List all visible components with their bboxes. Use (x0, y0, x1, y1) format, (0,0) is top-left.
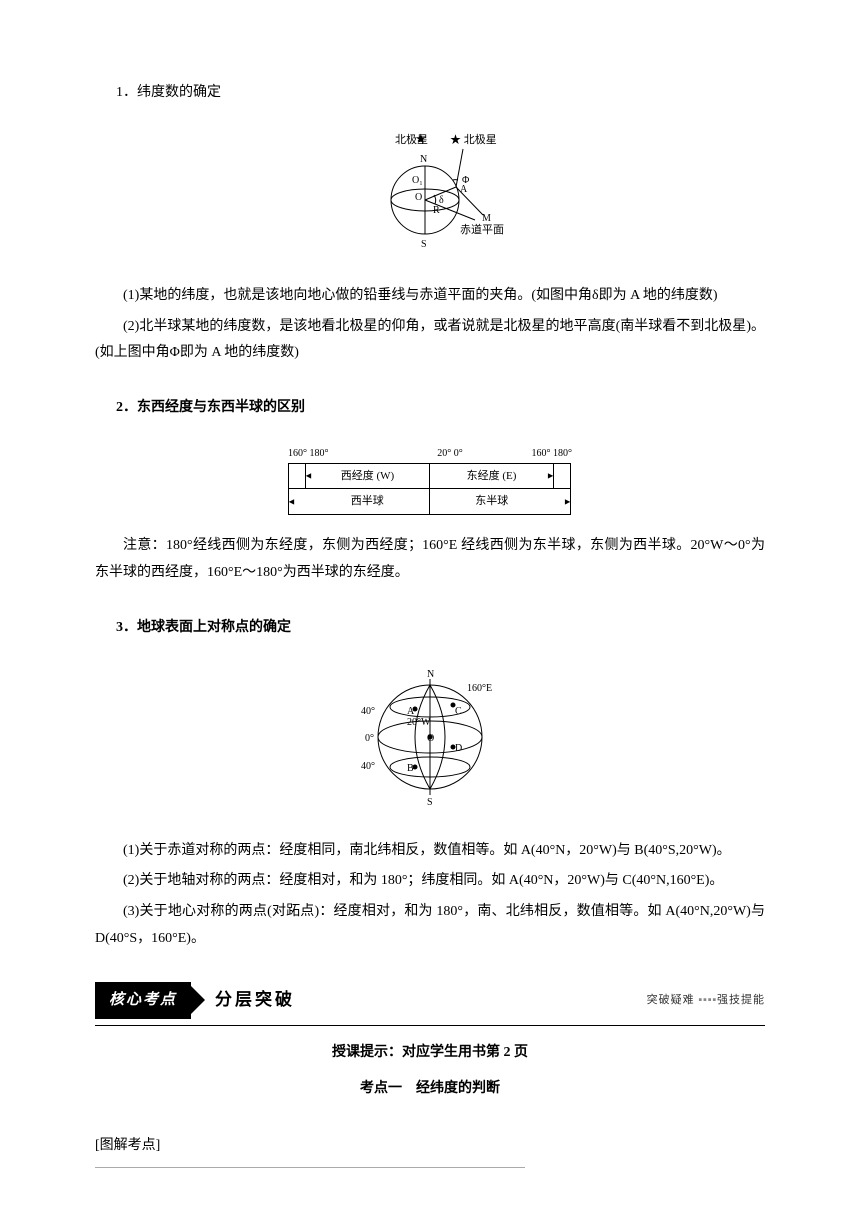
latitude-globe-svg: 北极星★ ★ 北极星 N O₁ Φ A O δ R M S 赤道平面 (355, 125, 505, 255)
section3-heading: 3．地球表面上对称点的确定 (95, 615, 765, 642)
ticks-left: 160° 180° (288, 444, 338, 463)
svg-text:δ: δ (439, 195, 444, 206)
section3-figure: N 160°E 40° 0° 40° 20°W A C O D B S (95, 659, 765, 820)
banner-right-a: 突破疑难 (647, 994, 695, 1006)
section2-heading: 2．东西经度与东西半球的区别 (95, 395, 765, 422)
banner-arrow-icon (191, 986, 205, 1014)
svg-text:M: M (482, 213, 491, 224)
core-points-banner: 核心考点 分层突破 突破疑难 ▪ ▪ ▪ ▪ 强技提能 (95, 982, 765, 1019)
row2-right: 东半球 (430, 489, 554, 515)
svg-text:20°W: 20°W (407, 717, 431, 728)
section3-heading-text: 3．地球表面上对称点的确定 (116, 620, 291, 635)
section2-heading-text: 2．东西经度与东西半球的区别 (116, 400, 305, 415)
svg-text:O: O (415, 192, 422, 203)
svg-text:A: A (460, 184, 468, 195)
banner-underline (95, 1025, 765, 1026)
row1-left: 西经度 (W) (306, 463, 430, 489)
row2-left: 西半球 (306, 489, 430, 515)
svg-text:R: R (433, 205, 440, 216)
figure-explain-heading: [图解考点] (95, 1133, 765, 1160)
banner-main-label: 分层突破 (215, 984, 295, 1016)
section3-p2: (2)关于地轴对称的两点：经度相对，和为 180°；纬度相同。如 A(40°N，… (95, 868, 765, 895)
kdian-title: 考点一 经纬度的判断 (95, 1076, 765, 1103)
svg-text:★: ★ (415, 131, 427, 146)
svg-text:160°E: 160°E (467, 683, 492, 694)
section2-figure: 160° 180° 20° 0° 160° 180° 西经度 (W) 东经度 (… (95, 440, 765, 516)
section1-p2: (2)北半球某地的纬度数，是该地看北极星的仰角，或者说就是北极星的地平高度(南半… (95, 314, 765, 367)
antipode-globe-svg: N 160°E 40° 0° 40° 20°W A C O D B S (345, 659, 515, 809)
dots-icon: ▪ ▪ ▪ ▪ (698, 994, 717, 1006)
svg-text:C: C (455, 706, 462, 717)
svg-text:0°: 0° (365, 733, 374, 744)
svg-text:B: B (407, 763, 414, 774)
lecture-hint: 授课提示：对应学生用书第 2 页 (95, 1040, 765, 1067)
banner-right-b: 强技提能 (717, 994, 765, 1006)
ticks-mid: 20° 0° (430, 444, 470, 463)
svg-text:O₁: O₁ (412, 175, 423, 186)
svg-text:N: N (420, 154, 427, 165)
section1-figure: 北极星★ ★ 北极星 N O₁ Φ A O δ R M S 赤道平面 (95, 125, 765, 266)
banner-box: 核心考点 (95, 982, 191, 1019)
svg-text:S: S (421, 239, 427, 250)
banner-right: 突破疑难 ▪ ▪ ▪ ▪ 强技提能 (647, 990, 765, 1011)
ticks-right: 160° 180° (522, 444, 572, 463)
bottom-line (95, 1167, 525, 1168)
row1-right: 东经度 (E) (430, 463, 554, 489)
svg-text:40°: 40° (361, 706, 375, 717)
longitude-table: 西经度 (W) 东经度 (E) 西半球 东半球 (288, 463, 571, 516)
svg-text:D: D (455, 743, 462, 754)
svg-text:★ 北极星: ★ 北极星 (450, 132, 497, 146)
svg-text:S: S (427, 797, 433, 808)
svg-text:N: N (427, 669, 434, 680)
section1-heading: 1．纬度数的确定 (95, 80, 765, 107)
svg-text:赤道平面: 赤道平面 (460, 222, 504, 236)
section2-note: 注意：180°经线西侧为东经度，东侧为西经度；160°E 经线西侧为东半球，东侧… (95, 533, 765, 586)
section3-p3: (3)关于地心对称的两点(对跖点)：经度相对，和为 180°，南、北纬相反，数值… (95, 899, 765, 952)
svg-text:40°: 40° (361, 761, 375, 772)
section3-p1: (1)关于赤道对称的两点：经度相同，南北纬相反，数值相等。如 A(40°N，20… (95, 838, 765, 865)
section1-p1: (1)某地的纬度，也就是该地向地心做的铅垂线与赤道平面的夹角。(如图中角δ即为 … (95, 283, 765, 310)
